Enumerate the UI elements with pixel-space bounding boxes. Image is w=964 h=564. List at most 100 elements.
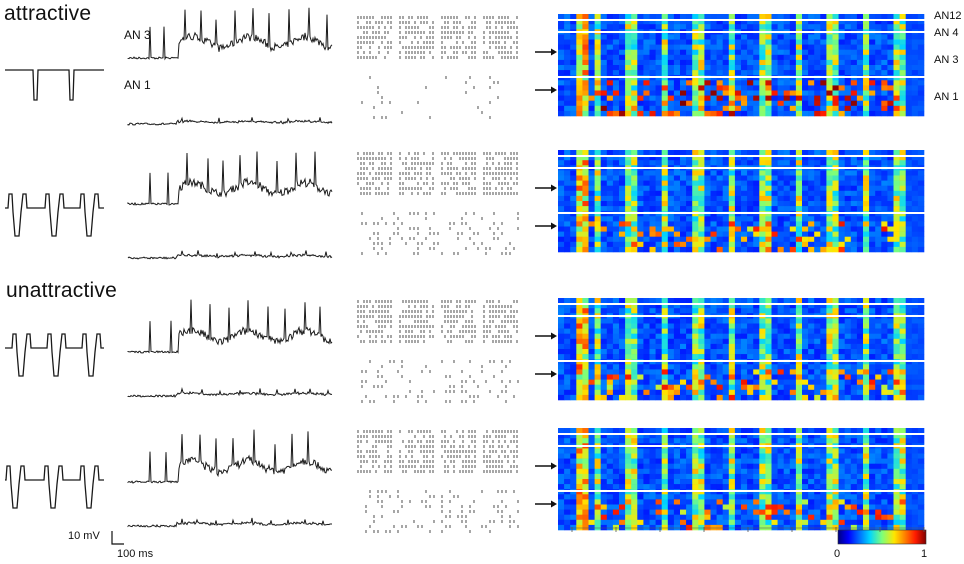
heatmap-cell <box>783 185 791 192</box>
heatmap-cell <box>875 231 882 237</box>
heatmap-cell <box>625 180 632 186</box>
heatmap-cell <box>667 303 675 309</box>
heatmap-cell <box>582 155 589 161</box>
heatmap-cell <box>875 65 882 71</box>
heatmap-cell <box>582 354 589 360</box>
heatmap-cell <box>911 231 919 237</box>
heatmap-cell <box>850 49 858 56</box>
heatmap-cell <box>710 298 717 304</box>
heatmap-cell <box>893 328 900 334</box>
heatmap-cell <box>753 201 760 207</box>
heatmap-cell <box>710 236 717 243</box>
heatmap-cell <box>869 201 876 207</box>
heatmap-cell <box>887 105 894 112</box>
heatmap-cell <box>606 195 614 202</box>
heatmap-cell <box>820 100 827 107</box>
heatmap-cell <box>875 236 882 243</box>
heatmap-cell <box>838 241 845 248</box>
heatmap-cell <box>881 105 888 112</box>
heatmap-cell <box>863 19 870 25</box>
heatmap-cell <box>838 155 845 161</box>
heatmap-cell <box>716 54 723 61</box>
heatmap-cell <box>747 343 754 350</box>
heatmap-cell <box>911 90 919 96</box>
heatmap-cell <box>899 70 906 76</box>
heatmap-cell <box>667 226 675 232</box>
heatmap-cell <box>625 298 632 304</box>
heatmap-cell <box>576 333 583 340</box>
heatmap-cell <box>600 303 608 309</box>
heatmap-cell <box>734 95 742 101</box>
heatmap-cell <box>619 175 626 181</box>
heatmap-cell <box>759 226 766 232</box>
heatmap-cell <box>759 90 766 96</box>
heatmap-cell <box>680 374 687 380</box>
heatmap-cell <box>606 328 614 334</box>
heatmap-cell <box>826 160 833 166</box>
heatmap-cell <box>734 246 742 253</box>
heatmap-cell <box>826 303 833 309</box>
heatmap-cell <box>692 246 699 253</box>
heatmap-cell <box>582 65 589 71</box>
heatmap-cell <box>887 170 894 176</box>
heatmap-cell <box>631 241 638 248</box>
heatmap-cell <box>606 105 614 112</box>
heatmap-cell <box>826 44 833 50</box>
heatmap-cell <box>625 369 632 375</box>
heatmap-cell <box>753 90 760 96</box>
heatmap-cell <box>619 85 626 91</box>
heatmap-cell <box>710 349 717 355</box>
heatmap-cell <box>808 308 815 314</box>
heatmap-cell <box>661 206 669 212</box>
heatmap-cell <box>649 85 656 91</box>
heatmap-cell <box>832 379 839 385</box>
heatmap-cell <box>893 65 900 71</box>
heatmap-cell <box>838 160 845 166</box>
heatmap-cell <box>606 24 614 30</box>
heatmap-cell <box>631 49 638 56</box>
heatmap-cell <box>619 195 626 202</box>
heatmap-cell <box>734 379 742 385</box>
heatmap-cell <box>911 338 919 345</box>
heatmap-cell <box>795 95 803 101</box>
heatmap-cell <box>680 343 687 350</box>
heatmap-cell <box>838 185 845 192</box>
heatmap-cell <box>863 379 870 385</box>
heatmap-cell <box>564 323 571 329</box>
heatmap-cell <box>680 34 687 40</box>
heatmap-cell <box>893 318 900 324</box>
heatmap-cell <box>814 70 821 76</box>
heatmap-cell <box>753 110 760 117</box>
heatmap-cell <box>625 364 632 370</box>
heatmap-cell <box>911 85 919 91</box>
heatmap-cell <box>863 49 870 56</box>
heatmap-cell <box>655 90 662 96</box>
heatmap-cell <box>808 328 815 334</box>
heatmap-cell <box>838 65 845 71</box>
heatmap-cell <box>722 236 730 243</box>
heatmap-cell <box>698 44 705 50</box>
heatmap-cell <box>600 170 608 176</box>
heatmap-cell <box>899 49 906 56</box>
heatmap-cell <box>661 318 669 324</box>
heatmap-cell <box>588 338 595 345</box>
heatmap-cell <box>759 216 766 222</box>
heatmap-cell <box>716 160 723 166</box>
heatmap-cell <box>655 95 662 101</box>
heatmap-cell <box>667 246 675 253</box>
heatmap-cell <box>808 246 815 253</box>
heatmap-cell <box>795 150 803 156</box>
heatmap-cell <box>606 333 614 340</box>
heatmap-cell <box>771 349 778 355</box>
heatmap-cell <box>802 246 809 253</box>
heatmap-cell <box>795 44 803 50</box>
heatmap-cell <box>661 308 669 314</box>
heatmap-cell <box>728 328 736 334</box>
heatmap-cell <box>710 231 717 237</box>
heatmap-cell <box>802 59 809 66</box>
heatmap-cell <box>856 14 864 20</box>
heatmap-cell <box>802 328 809 334</box>
heatmap-cell <box>765 70 772 76</box>
heatmap-cell <box>777 379 784 385</box>
heatmap-cell <box>661 24 669 30</box>
